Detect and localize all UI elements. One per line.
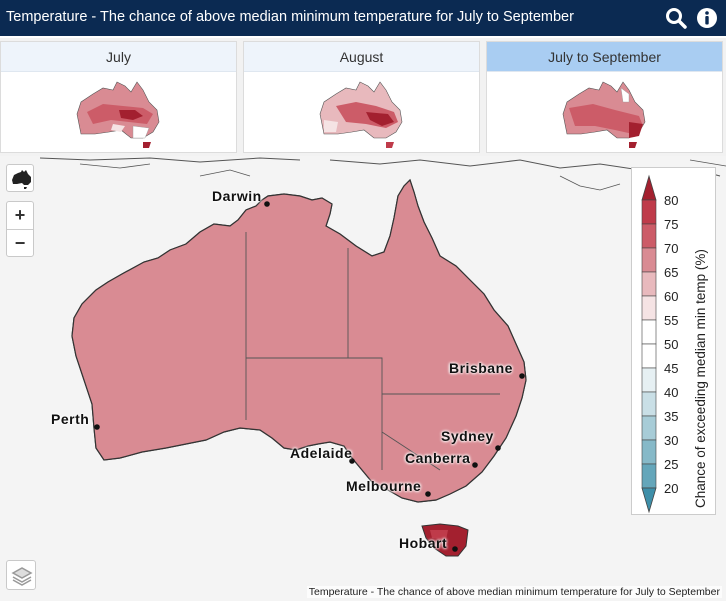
layers-button[interactable] [6, 560, 36, 590]
tab-label: July to September [487, 42, 722, 72]
search-icon[interactable] [664, 6, 688, 30]
city-label-adelaide: Adelaide [290, 445, 353, 461]
legend-tick: 45 [664, 361, 679, 376]
city-label-melbourne: Melbourne [346, 478, 422, 494]
zoom-in-button[interactable]: + [7, 202, 33, 230]
zoom-control: + − [6, 201, 34, 257]
australia-map[interactable] [0, 156, 726, 601]
tab-july[interactable]: July [0, 41, 237, 153]
legend-tick: 70 [664, 241, 679, 256]
july-to-september-map-thumbnail [562, 81, 645, 148]
legend-tick: 80 [664, 193, 679, 208]
city-label-brisbane: Brisbane [449, 360, 513, 376]
map-legend: 80 75 70 65 60 55 50 45 40 35 30 25 20 C… [631, 167, 716, 515]
map-attribution: Temperature - The chance of above median… [306, 586, 722, 598]
legend-tick: 50 [664, 337, 679, 352]
legend-title: Chance of exceeding median min temp (%) [693, 249, 708, 508]
title-bar: Temperature - The chance of above median… [0, 0, 726, 36]
july-map-thumbnail [76, 81, 159, 148]
city-label-perth: Perth [51, 411, 90, 427]
august-map-thumbnail [319, 81, 402, 148]
tab-july-to-september[interactable]: July to September [486, 41, 723, 153]
tab-label: August [244, 42, 479, 72]
city-label-hobart: Hobart [399, 535, 448, 551]
legend-tick: 40 [664, 385, 679, 400]
city-label-canberra: Canberra [405, 450, 471, 466]
legend-tick: 30 [664, 433, 679, 448]
legend-tick: 55 [664, 313, 679, 328]
map-view[interactable]: Darwin Brisbane Perth Sydney Adelaide Ca… [0, 156, 726, 601]
legend-tick: 35 [664, 409, 679, 424]
city-label-sydney: Sydney [441, 428, 494, 444]
australia-icon [12, 170, 31, 189]
tab-august[interactable]: August [243, 41, 480, 153]
legend-tick: 75 [664, 217, 679, 232]
legend-tick: 65 [664, 265, 679, 280]
info-icon[interactable] [696, 7, 718, 29]
layers-icon [11, 567, 33, 586]
zoom-out-button[interactable]: − [14, 233, 26, 253]
period-tabs: July August July to September [0, 38, 726, 156]
legend-tick: 25 [664, 457, 679, 472]
tab-label: July [1, 42, 236, 72]
legend-colorbar [641, 174, 657, 514]
legend-tick: 20 [664, 481, 679, 496]
legend-tick: 60 [664, 289, 679, 304]
city-label-darwin: Darwin [212, 188, 262, 204]
page-title: Temperature - The chance of above median… [6, 9, 574, 25]
reset-view-button[interactable] [6, 164, 34, 192]
legend-ticks: 80 75 70 65 60 55 50 45 40 35 30 25 20 [664, 184, 694, 495]
